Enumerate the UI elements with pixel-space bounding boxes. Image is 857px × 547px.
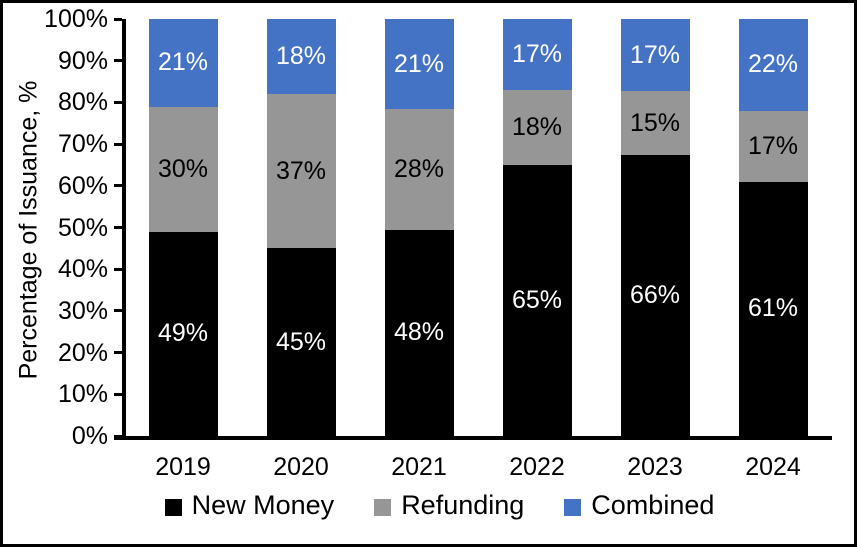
x-tick-label: 2020 xyxy=(273,453,329,481)
y-tick-label: 0% xyxy=(71,422,108,450)
bar-value-label: 17% xyxy=(511,39,563,68)
y-tick-label: 10% xyxy=(57,380,108,409)
x-tick-label: 2024 xyxy=(745,453,801,481)
y-axis-tick xyxy=(114,17,122,21)
bar-value-label: 21% xyxy=(393,49,445,78)
plot-area: 49% 30% 21% 45% 37% 18% 48% 28% 21% 65% 18% 17% 66% 1… xyxy=(124,19,832,436)
y-axis-line xyxy=(122,19,126,440)
bar-segment-refunding: 30% xyxy=(148,106,218,232)
bar-value-label: 65% xyxy=(511,285,563,314)
bar-value-label: 28% xyxy=(393,154,445,183)
bar-value-label: 21% xyxy=(157,48,209,77)
bar-value-label: 37% xyxy=(275,156,327,185)
bar-segment-new-money: 61% xyxy=(738,181,808,436)
y-axis-tick xyxy=(114,184,122,188)
bar-segment-refunding: 17% xyxy=(738,110,808,182)
legend-item-combined: Combined xyxy=(564,490,714,521)
bar-value-label: 17% xyxy=(747,131,799,160)
bar-segment-new-money: 48% xyxy=(384,229,454,436)
x-axis-line xyxy=(114,436,832,440)
bar-segment-combined: 21% xyxy=(384,19,454,110)
legend-swatch xyxy=(164,498,182,516)
legend: New Money Refunding Combined xyxy=(3,490,854,521)
bar-value-label: 22% xyxy=(747,50,799,79)
bar-segment-refunding: 28% xyxy=(384,109,454,230)
bar-value-label: 48% xyxy=(393,318,445,347)
x-tick-label: 2019 xyxy=(155,453,211,481)
y-tick-label: 40% xyxy=(57,255,108,284)
y-tick-label: 100% xyxy=(44,5,108,33)
legend-swatch xyxy=(374,498,392,516)
bar-segment-combined: 18% xyxy=(266,19,336,95)
x-tick-label: 2021 xyxy=(391,453,447,481)
y-axis: 0% 10% 20% 30% 40% 50% 60% 70% 80% 90% 100% xyxy=(3,3,854,544)
x-axis-labels: 2019 2020 2021 2022 2023 2024 xyxy=(3,453,854,483)
legend-swatch xyxy=(564,498,582,516)
bar-segment-refunding: 18% xyxy=(502,89,572,165)
y-axis-tick xyxy=(114,267,122,271)
bar-2024: 61% 17% 22% xyxy=(738,19,808,436)
bar-segment-refunding: 37% xyxy=(266,94,336,249)
y-tick-label: 70% xyxy=(57,130,108,159)
bar-value-label: 61% xyxy=(747,294,799,323)
y-tick-label: 60% xyxy=(57,171,108,200)
bar-value-label: 66% xyxy=(629,281,681,310)
bar-value-label: 15% xyxy=(629,108,681,137)
y-axis-tick xyxy=(114,100,122,104)
bar-segment-combined: 17% xyxy=(620,19,690,92)
bar-2019: 49% 30% 21% xyxy=(148,19,218,436)
y-axis-tick xyxy=(114,392,122,396)
bar-2021: 48% 28% 21% xyxy=(384,19,454,436)
bar-segment-new-money: 65% xyxy=(502,164,572,436)
y-axis-tick xyxy=(114,142,122,146)
legend-label: Combined xyxy=(591,490,715,520)
bar-value-label: 49% xyxy=(157,319,209,348)
bar-value-label: 18% xyxy=(511,112,563,141)
bar-2022: 65% 18% 17% xyxy=(502,19,572,436)
y-axis-tick xyxy=(114,59,122,63)
x-tick-label: 2023 xyxy=(627,453,683,481)
bar-value-label: 18% xyxy=(275,42,327,71)
legend-item-new-money: New Money xyxy=(164,490,335,521)
legend-item-refunding: Refunding xyxy=(374,490,524,521)
bar-segment-new-money: 49% xyxy=(148,231,218,436)
y-axis-tick xyxy=(114,351,122,355)
y-tick-label: 50% xyxy=(57,213,108,242)
legend-label: New Money xyxy=(191,490,335,520)
y-tick-label: 80% xyxy=(57,88,108,117)
bar-2020: 45% 37% 18% xyxy=(266,19,336,436)
bar-segment-new-money: 66% xyxy=(620,155,690,436)
legend-label: Refunding xyxy=(401,490,525,520)
bar-value-label: 30% xyxy=(157,154,209,183)
bar-segment-new-money: 45% xyxy=(266,248,336,436)
bar-segment-combined: 22% xyxy=(738,19,808,111)
bar-segment-refunding: 15% xyxy=(620,91,690,156)
y-tick-label: 30% xyxy=(57,296,108,325)
y-tick-label: 90% xyxy=(57,46,108,75)
bar-segment-combined: 21% xyxy=(148,19,218,107)
bar-segment-combined: 17% xyxy=(502,19,572,90)
bar-value-label: 17% xyxy=(629,40,681,69)
bar-2023: 66% 15% 17% xyxy=(620,19,690,436)
x-tick-label: 2022 xyxy=(509,453,565,481)
bar-value-label: 45% xyxy=(275,327,327,356)
y-tick-label: 20% xyxy=(57,338,108,367)
y-axis-tick xyxy=(114,309,122,313)
y-axis-tick xyxy=(114,226,122,229)
